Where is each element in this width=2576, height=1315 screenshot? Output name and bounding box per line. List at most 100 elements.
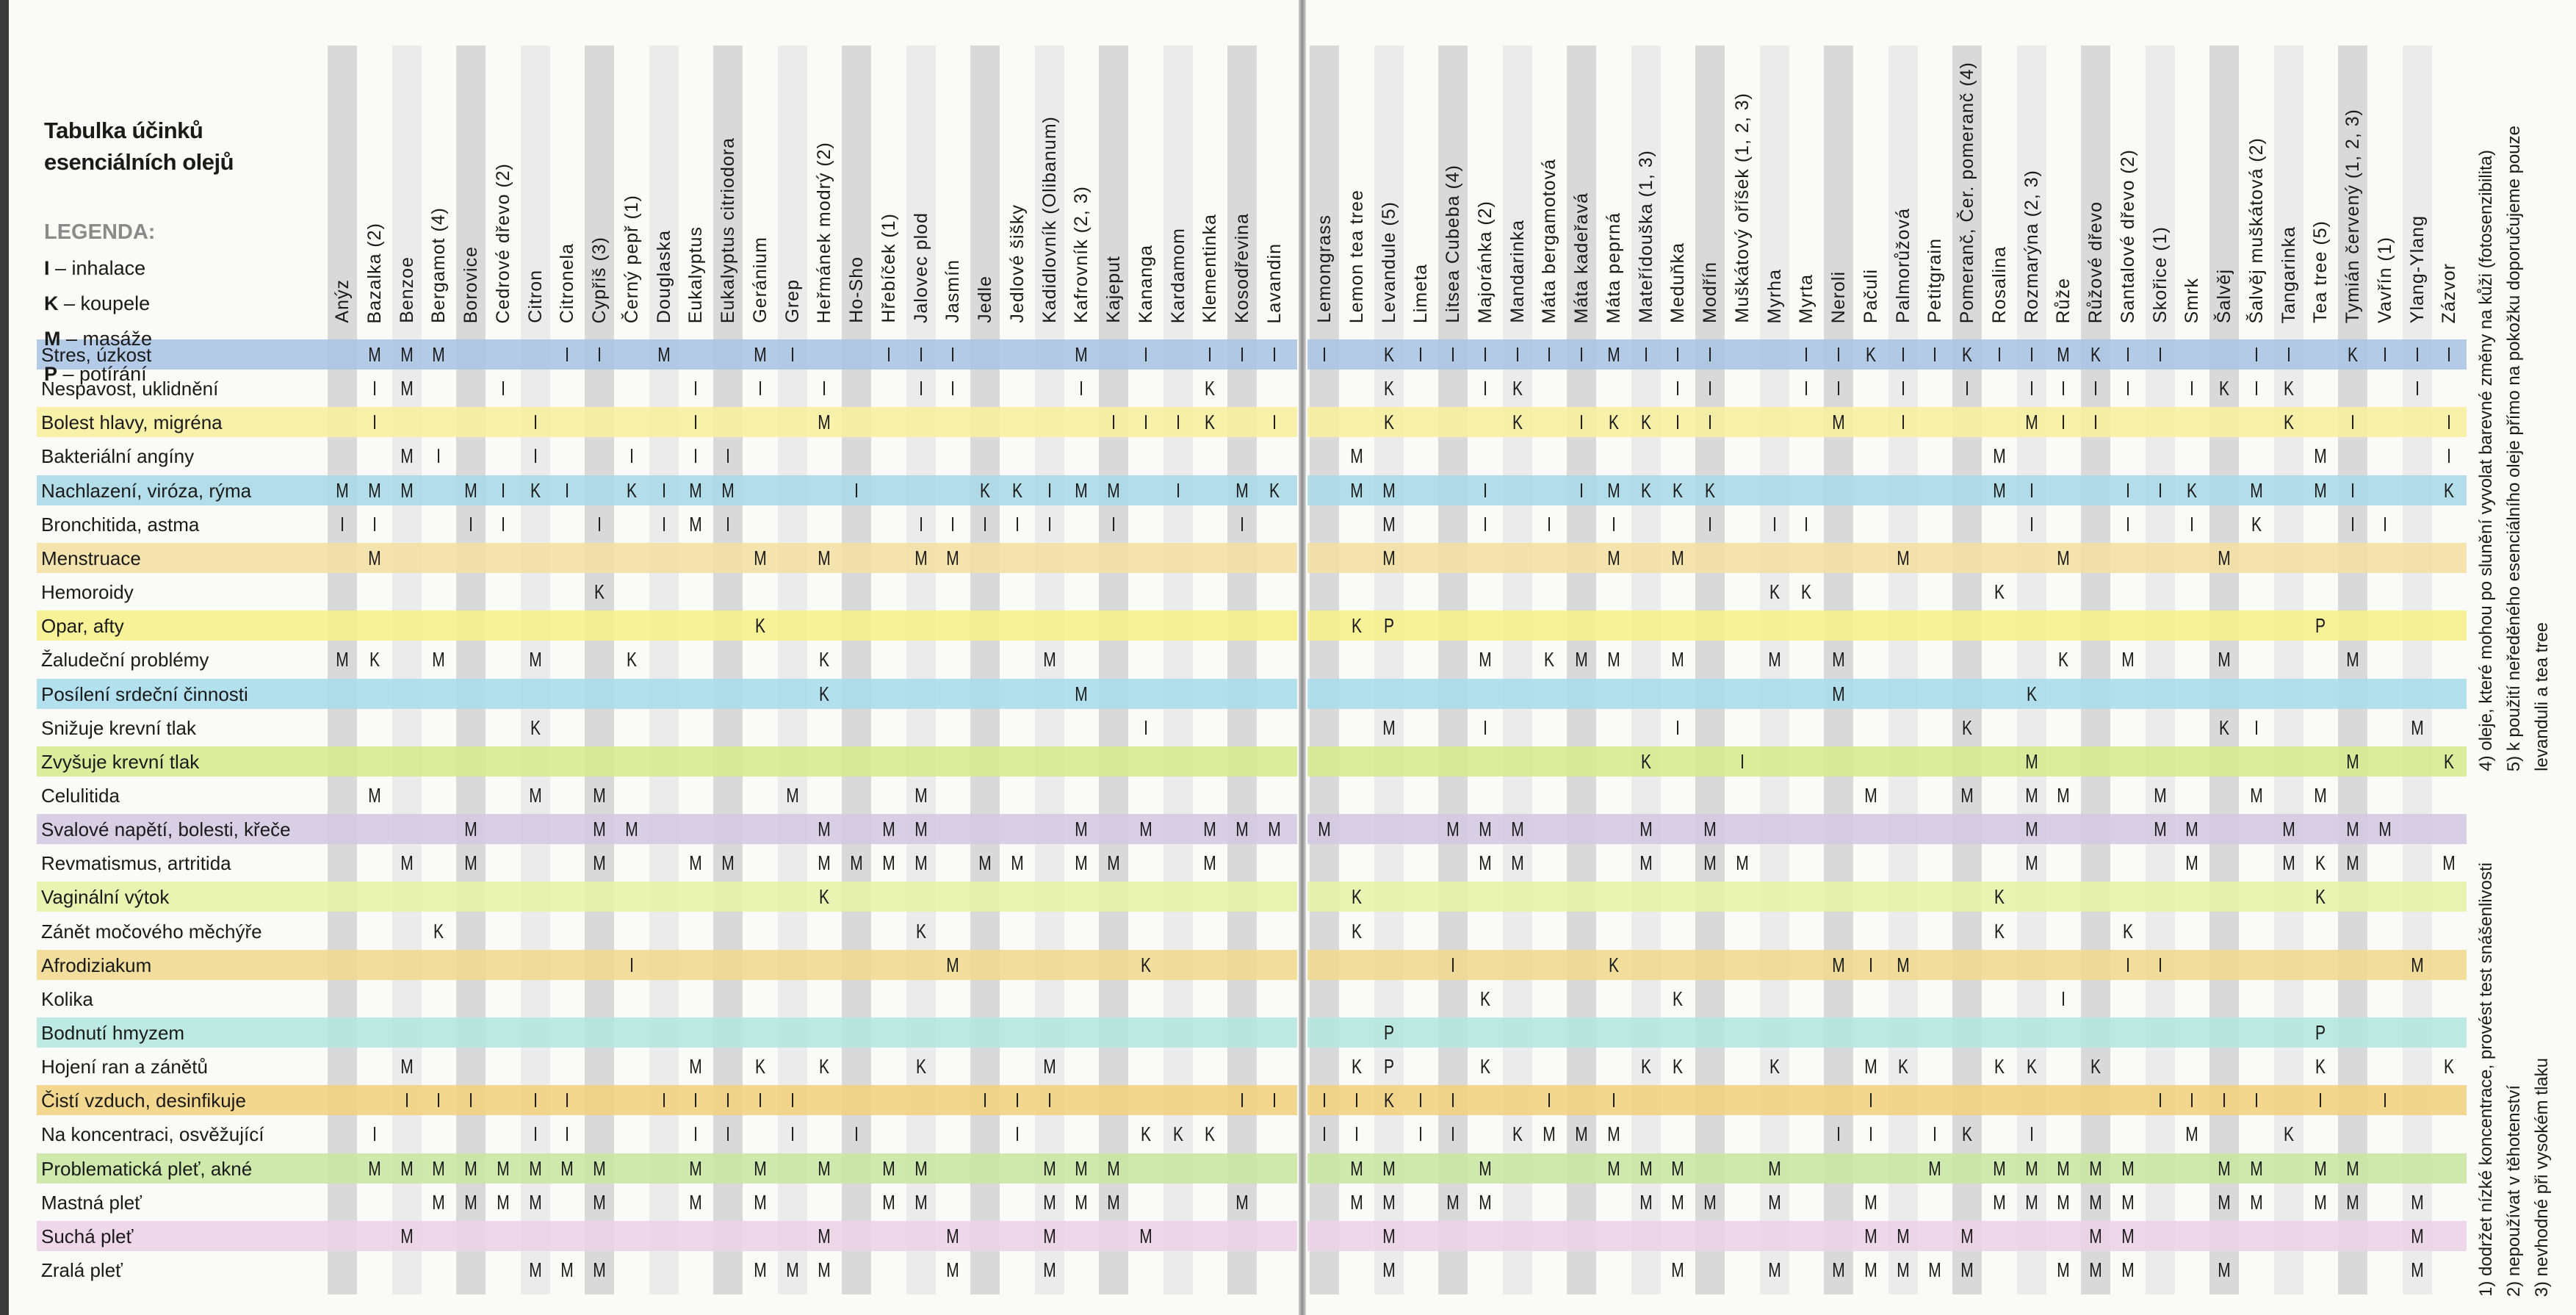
table-cell-left: M [657,343,671,366]
table-cell-right: M [2218,1156,2231,1180]
column-header-left: Kafrovník (2, 3) [1071,186,1092,323]
table-cell-right: M [2057,1156,2070,1180]
table-cell-right: I [2061,377,2066,400]
table-cell-left: I [983,512,987,536]
table-cell-left: K [1205,1123,1216,1146]
table-cell-right: I [2061,987,2066,1010]
table-cell-right: M [2121,648,2135,671]
column-header-right: Rozmarýna (2, 3) [2021,169,2042,323]
table-cell-right: I [1547,1089,1552,1112]
table-cell-right: M [1767,1156,1781,1180]
column-header-right: Muškátový oříšek (1, 2, 3) [1731,93,1753,323]
table-cell-right: K [2090,343,2101,366]
column-header-right: Mateřídouška (1, 3) [1635,150,1656,323]
table-cell-left: M [881,851,895,875]
column-header-right: Máta bergamotová [1539,158,1560,323]
table-cell-right: K [2315,851,2326,875]
table-cell-left: M [1267,818,1281,841]
table-cell-left: M [528,1190,542,1214]
table-cell-right: K [1608,411,1619,434]
table-cell-right: K [1673,1055,1684,1078]
table-cell-right: I [2350,411,2355,434]
table-cell-right: I [2125,953,2130,976]
table-cell-left: M [400,444,414,468]
table-cell-left: K [1205,377,1216,400]
table-cell-left: I [661,478,666,502]
table-cell-right: I [1547,512,1552,536]
table-cell-left: M [528,1156,542,1180]
column-header-left: Jalovec plod [910,212,931,323]
table-cell-left: M [432,648,445,671]
table-cell-right: M [2410,1258,2424,1282]
table-cell-left: M [1042,1190,1056,1214]
table-cell-left: I [1143,716,1148,739]
table-cell-right: K [2026,1055,2037,1078]
table-cell-right: M [1703,851,1717,875]
column-header-left: Klementinka [1199,214,1221,323]
table-cell-right: K [2347,343,2359,366]
legend-text: – masáže [60,328,153,350]
column-header-left: Jasmín [942,259,964,323]
table-cell-left: I [533,1123,538,1146]
table-cell-right: M [2346,749,2359,773]
table-cell-left: M [1075,1190,1088,1214]
table-cell-right: M [1671,1190,1684,1214]
table-cell-right: M [1575,648,1588,671]
row-band [1307,678,2467,709]
table-cell-left: I [597,343,602,366]
table-cell-right: P [1383,1021,1394,1044]
table-cell-right: M [1928,1258,1941,1282]
table-cell-right: I [2125,478,2130,502]
row-band [1307,882,2467,912]
table-cell-right: K [2315,1055,2326,1078]
table-cell-right: I [1611,512,1616,536]
table-cell-right: K [2283,377,2294,400]
row-label: Revmatismus, artritida [41,852,231,875]
table-cell-right: K [1994,919,2005,943]
table-cell-right: I [1933,343,1938,366]
table-cell-right: K [1383,411,1394,434]
table-cell-left: K [1205,411,1216,434]
table-cell-left: M [432,1156,445,1180]
table-cell-right: I [2254,343,2259,366]
table-cell-right: M [2249,1156,2263,1180]
table-cell-left: I [469,1089,473,1112]
table-cell-left: M [432,1190,445,1214]
table-cell-right: I [2254,1089,2259,1112]
table-cell-right: M [1735,851,1749,875]
row-label: Bodnutí hmyzem [41,1022,185,1044]
table-cell-right: K [1673,987,1684,1010]
column-header-right: Pomeranč, Čer. pomeranč (4) [1957,61,1977,323]
table-cell-left: M [1203,851,1216,875]
table-cell-left: I [372,1123,377,1146]
table-cell-right: M [2410,716,2424,739]
table-cell-left: M [785,1258,799,1282]
row-label: Zánět močového měchýře [41,920,262,943]
table-cell-right: I [1579,411,1584,434]
table-cell-left: K [754,1055,765,1078]
table-cell-left: M [818,1258,831,1282]
table-cell-right: M [2346,818,2359,841]
table-cell-right: I [1708,512,1712,536]
row-band [37,1085,1297,1116]
table-cell-right: I [2029,512,2034,536]
table-cell-right: M [2346,1190,2359,1214]
table-cell-left: I [1014,1123,1020,1146]
legend-key: K [44,292,59,314]
table-cell-right: M [2024,411,2038,434]
table-cell-right: M [1606,546,1620,569]
table-cell-left: M [464,818,477,841]
table-cell-right: I [2350,512,2355,536]
page-fold [1299,0,1306,1315]
table-cell-right: K [1383,377,1394,400]
table-cell-left: I [757,377,762,400]
table-cell-right: K [2251,512,2262,536]
table-cell-right: M [1703,818,1717,841]
table-cell-left: M [367,343,381,366]
table-cell-left: M [946,546,959,569]
table-cell-right: M [2024,851,2038,875]
table-cell-right: M [2089,1258,2102,1282]
table-cell-left: M [818,1156,831,1180]
table-cell-left: M [914,851,928,875]
table-cell-left: M [593,818,606,841]
